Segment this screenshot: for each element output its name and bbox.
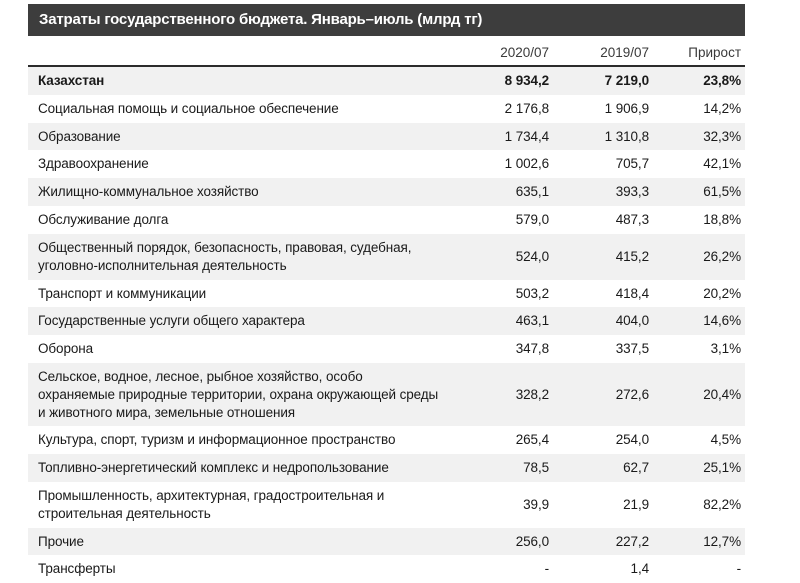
table-body: Казахстан 8 934,2 7 219,0 23,8% Социальн… [28, 67, 745, 583]
row-value-2020: - [544, 561, 550, 577]
row-growth: 3,1% [710, 341, 741, 357]
row-category: Промышленность, архитектурная, градостро… [38, 488, 385, 521]
row-category: Транспорт и коммуникации [38, 285, 207, 301]
row-value-2019: 21,9 [623, 496, 649, 512]
row-growth: 26,2% [703, 248, 741, 264]
row-value-2019: 705,7 [615, 156, 649, 172]
row-category: Сельское, водное, лесное, рыбное хозяйст… [38, 368, 439, 420]
row-growth: 32,3% [703, 128, 741, 144]
row-value-2019: 1,4 [630, 561, 650, 577]
row-growth: 20,4% [703, 386, 741, 402]
row-category: Государственные услуги общего характера [38, 313, 305, 329]
table-row: Образование 1 734,4 1 310,8 32,3% [28, 122, 745, 151]
row-value-2019: 418,4 [615, 285, 649, 301]
row-value-2019: 404,0 [615, 313, 649, 329]
table-row: Здравоохранение 1 002,6 705,7 42,1% [28, 150, 745, 178]
row-category: Обслуживание долга [38, 212, 169, 228]
row-category: Жилищно-коммунальное хозяйство [38, 184, 259, 200]
table-row: Прочие 256,0 227,2 12,7% [28, 527, 745, 556]
row-category: Здравоохранение [38, 156, 149, 172]
row-value-2020: 256,0 [515, 533, 549, 549]
col-header-growth: Прирост [688, 45, 741, 60]
budget-table: Затраты государственного бюджета. Январь… [28, 4, 745, 583]
row-value-2020: 39,9 [523, 496, 549, 512]
row-value-2020: 503,2 [515, 285, 549, 301]
row-value-2019: 393,3 [615, 184, 649, 200]
row-value-2019: 62,7 [623, 460, 649, 476]
table-row: Оборона 347,8 337,5 3,1% [28, 335, 745, 363]
row-value-2020: 635,1 [515, 184, 549, 200]
row-value-2019: 1 310,8 [604, 128, 649, 144]
row-value-2020: 1 734,4 [504, 128, 549, 144]
row-growth: 23,8% [703, 73, 741, 88]
row-category: Топливно-энергетический комплекс и недро… [38, 460, 389, 476]
row-value-2020: 78,5 [523, 460, 549, 476]
row-value-2019: 337,5 [615, 341, 649, 357]
row-value-2020: 265,4 [515, 432, 549, 448]
row-category: Трансферты [38, 561, 116, 577]
row-value-2019: 7 219,0 [604, 73, 649, 88]
table-row: Жилищно-коммунальное хозяйство 635,1 393… [28, 178, 745, 207]
row-growth: 4,5% [710, 432, 741, 448]
row-value-2020: 579,0 [515, 212, 549, 228]
table-row: Общественный порядок, безопасность, прав… [28, 233, 745, 280]
row-value-2020: 8 934,2 [504, 73, 549, 88]
row-growth: 18,8% [703, 212, 741, 228]
row-value-2019: 1 906,9 [604, 100, 649, 116]
row-category: Оборона [38, 341, 94, 357]
table-header-row: 2020/07 2019/07 Прирост [28, 36, 745, 67]
row-growth: 20,2% [703, 285, 741, 301]
table-row: Государственные услуги общего характера … [28, 307, 745, 336]
row-value-2019: 415,2 [615, 248, 649, 264]
table-row: Трансферты - 1,4 - [28, 555, 745, 583]
table-row-total: Казахстан 8 934,2 7 219,0 23,8% [28, 67, 745, 95]
row-value-2019: 254,0 [615, 432, 649, 448]
row-category: Общественный порядок, безопасность, прав… [38, 239, 412, 273]
row-value-2020: 347,8 [515, 341, 549, 357]
row-growth: 25,1% [703, 460, 741, 476]
table-row: Культура, спорт, туризм и информационное… [28, 426, 745, 454]
table-row: Топливно-энергетический комплекс и недро… [28, 454, 745, 482]
row-growth: 42,1% [703, 156, 741, 172]
row-category: Прочие [38, 533, 84, 549]
row-value-2020: 524,0 [515, 248, 549, 264]
row-value-2019: 227,2 [615, 533, 649, 549]
table-row: Транспорт и коммуникации 503,2 418,4 20,… [28, 280, 745, 308]
row-growth: - [736, 561, 742, 577]
page-title: Затраты государственного бюджета. Январь… [28, 4, 745, 36]
row-growth: 14,2% [703, 100, 741, 116]
row-category: Социальная помощь и социальное обеспечен… [38, 100, 339, 116]
table-row: Промышленность, архитектурная, градостро… [28, 482, 745, 528]
table-row: Социальная помощь и социальное обеспечен… [28, 95, 745, 123]
row-value-2019: 487,3 [615, 212, 649, 228]
row-growth: 61,5% [703, 184, 741, 200]
row-growth: 12,7% [703, 533, 741, 549]
col-header-2020: 2020/07 [500, 45, 549, 60]
table-row: Сельское, водное, лесное, рыбное хозяйст… [28, 362, 745, 427]
row-value-2020: 1 002,6 [504, 156, 549, 172]
table-row: Обслуживание долга 579,0 487,3 18,8% [28, 206, 745, 234]
row-value-2020: 2 176,8 [504, 100, 549, 116]
row-category: Культура, спорт, туризм и информационное… [38, 432, 396, 448]
row-growth: 82,2% [703, 496, 741, 512]
row-category: Образование [38, 128, 121, 144]
col-header-2019: 2019/07 [600, 45, 649, 60]
row-growth: 14,6% [703, 313, 741, 329]
row-category: Казахстан [38, 73, 105, 88]
row-value-2019: 272,6 [615, 386, 649, 402]
row-value-2020: 463,1 [515, 313, 549, 329]
row-value-2020: 328,2 [515, 386, 549, 402]
